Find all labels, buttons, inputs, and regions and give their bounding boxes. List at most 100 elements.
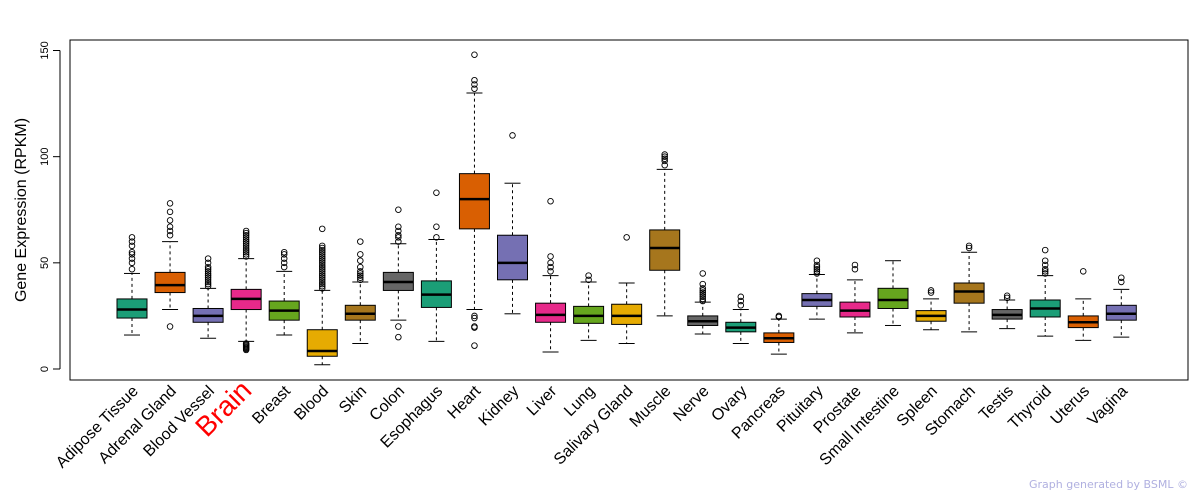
outlier-point	[965, 242, 973, 250]
outlier-point	[965, 244, 973, 252]
outlier-point	[813, 265, 821, 273]
outlier-point	[280, 248, 288, 256]
x-tick-label: Vagina	[1085, 383, 1131, 429]
outlier-point	[661, 157, 668, 165]
outlier-point	[319, 257, 326, 264]
outlier-point	[661, 161, 668, 169]
outlier-point	[242, 248, 250, 256]
outlier-point	[547, 198, 554, 205]
outlier-point	[319, 268, 326, 275]
outlier-point	[395, 231, 402, 239]
outlier-point	[242, 242, 250, 250]
box-heart	[458, 51, 490, 349]
y-axis: 0 50 100 150	[39, 41, 61, 372]
outlier-point	[927, 289, 935, 296]
outlier-point	[547, 263, 554, 271]
outlier-point	[319, 244, 326, 252]
outlier-point	[699, 280, 707, 288]
box-nerve	[687, 270, 719, 335]
y-tick-label: 0	[39, 366, 51, 372]
outlier-point	[319, 225, 326, 233]
outlier-point	[1041, 270, 1049, 277]
outlier-point	[319, 270, 326, 277]
outlier-point	[471, 342, 478, 349]
box-prostate	[839, 261, 871, 334]
box-adrenal-gland	[154, 200, 186, 330]
outlier-point	[851, 261, 859, 269]
outlier-point	[204, 272, 212, 279]
box-blood	[306, 225, 338, 366]
outlier-point	[699, 289, 707, 296]
outlier-point	[737, 302, 745, 309]
outlier-point	[1041, 268, 1049, 275]
outlier-point	[661, 153, 668, 160]
outlier-point	[166, 208, 174, 216]
outlier-point	[699, 295, 707, 303]
outlier-point	[128, 234, 136, 241]
outlier-point	[471, 51, 478, 58]
outlier-point	[128, 265, 136, 273]
outlier-point	[357, 274, 364, 281]
outlier-point	[623, 234, 630, 241]
box-salivary-gland	[611, 234, 643, 345]
box-vagina	[1105, 274, 1137, 338]
iqr-box	[953, 282, 985, 304]
x-tick-label: Liver	[524, 382, 561, 419]
outlier-point	[242, 236, 250, 243]
outlier-point	[699, 287, 707, 294]
box-spleen	[915, 287, 947, 331]
outlier-point	[813, 270, 821, 277]
plot-frame	[69, 39, 1189, 381]
outlier-point	[813, 257, 821, 264]
outlier-point	[547, 268, 554, 275]
iqr-box	[535, 302, 567, 323]
outlier-point	[319, 274, 326, 281]
outlier-point	[280, 251, 288, 258]
outlier-point	[699, 270, 707, 277]
box-adipose-tissue	[116, 234, 148, 336]
outlier-point	[1003, 294, 1011, 302]
outlier-point	[1041, 261, 1049, 269]
outlier-point	[357, 263, 364, 271]
outlier-point	[128, 251, 136, 258]
outlier-point	[1041, 246, 1049, 254]
outlier-point	[737, 297, 745, 305]
iqr-box	[154, 271, 186, 294]
x-tick-label: Blood	[291, 383, 332, 424]
outlier-point	[319, 280, 326, 288]
outlier-point	[471, 323, 478, 330]
outlier-point	[319, 272, 326, 279]
y-tick-label: 50	[39, 257, 51, 269]
outlier-point	[471, 85, 478, 92]
x-tick-label: Uterus	[1048, 383, 1093, 428]
outlier-point	[204, 278, 212, 286]
outlier-point	[166, 217, 174, 224]
outlier-point	[319, 276, 326, 284]
outlier-point	[280, 255, 288, 262]
box-thyroid	[1029, 246, 1061, 337]
outlier-point	[319, 251, 326, 258]
outlier-point	[395, 333, 402, 341]
outlier-point	[813, 268, 821, 275]
graph-credit: Graph generated by BSML ©	[1029, 478, 1188, 491]
outlier-point	[204, 268, 212, 275]
outlier-point	[357, 268, 364, 275]
box-blood-vessel	[192, 255, 224, 339]
x-tick-label: Breast	[249, 382, 294, 427]
outlier-point	[1041, 265, 1049, 273]
box-pituitary	[801, 257, 833, 320]
outlier-point	[813, 261, 821, 269]
outlier-point	[357, 272, 364, 279]
outlier-point	[319, 248, 326, 256]
x-tick-label: Skin	[336, 383, 370, 417]
outlier-point	[433, 234, 440, 241]
outlier-point	[242, 246, 250, 254]
x-tick-label: Kidney	[476, 383, 523, 430]
outlier-point	[699, 291, 707, 298]
box-pancreas	[763, 312, 795, 355]
iqr-box	[458, 173, 490, 230]
outlier-point	[242, 234, 250, 241]
outlier-point	[204, 274, 212, 281]
